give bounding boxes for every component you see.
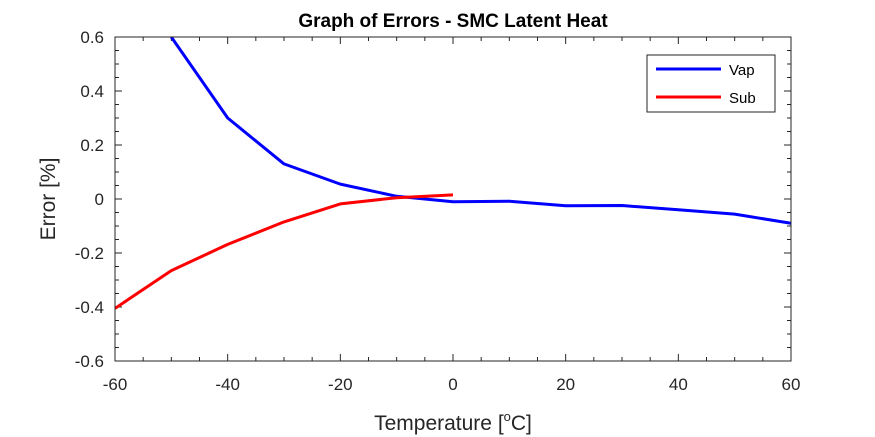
legend: Vap Sub (646, 54, 776, 113)
x-axis-title: Temperature [oC] (374, 409, 532, 435)
y-tick-label: 0.4 (80, 82, 104, 101)
x-tick-label: 20 (556, 375, 575, 394)
series-line-vap (170, 37, 791, 225)
x-tick-label: -20 (328, 375, 353, 394)
y-tick-labels: -0.6 -0.4 -0.2 0 0.2 0.4 0.6 (75, 28, 104, 371)
x-tick-label: 0 (448, 375, 457, 394)
y-tick-label: 0 (95, 190, 104, 209)
x-tick-labels: -60 -40 -20 0 20 40 60 (103, 375, 801, 394)
y-axis-title: Error [%] (37, 158, 60, 241)
plot-frame (114, 36, 792, 362)
y-tick-label: -0.2 (75, 244, 104, 263)
y-tick-label: -0.6 (75, 352, 104, 371)
series-line-sub (115, 193, 454, 310)
legend-box (646, 54, 776, 113)
y-tick-label: 0.6 (80, 28, 104, 47)
chart-title: Graph of Errors - SMC Latent Heat (298, 11, 608, 32)
x-tick-label: -40 (215, 375, 240, 394)
x-tick-label: -60 (103, 375, 128, 394)
legend-label-vap: Vap (729, 62, 755, 79)
x-tick-label: 40 (669, 375, 688, 394)
ticks (114, 36, 792, 362)
legend-label-sub: Sub (729, 90, 756, 107)
y-tick-label: -0.4 (75, 298, 104, 317)
y-tick-label: 0.2 (80, 136, 104, 155)
series-lines (115, 37, 791, 310)
x-tick-label: 60 (782, 375, 801, 394)
